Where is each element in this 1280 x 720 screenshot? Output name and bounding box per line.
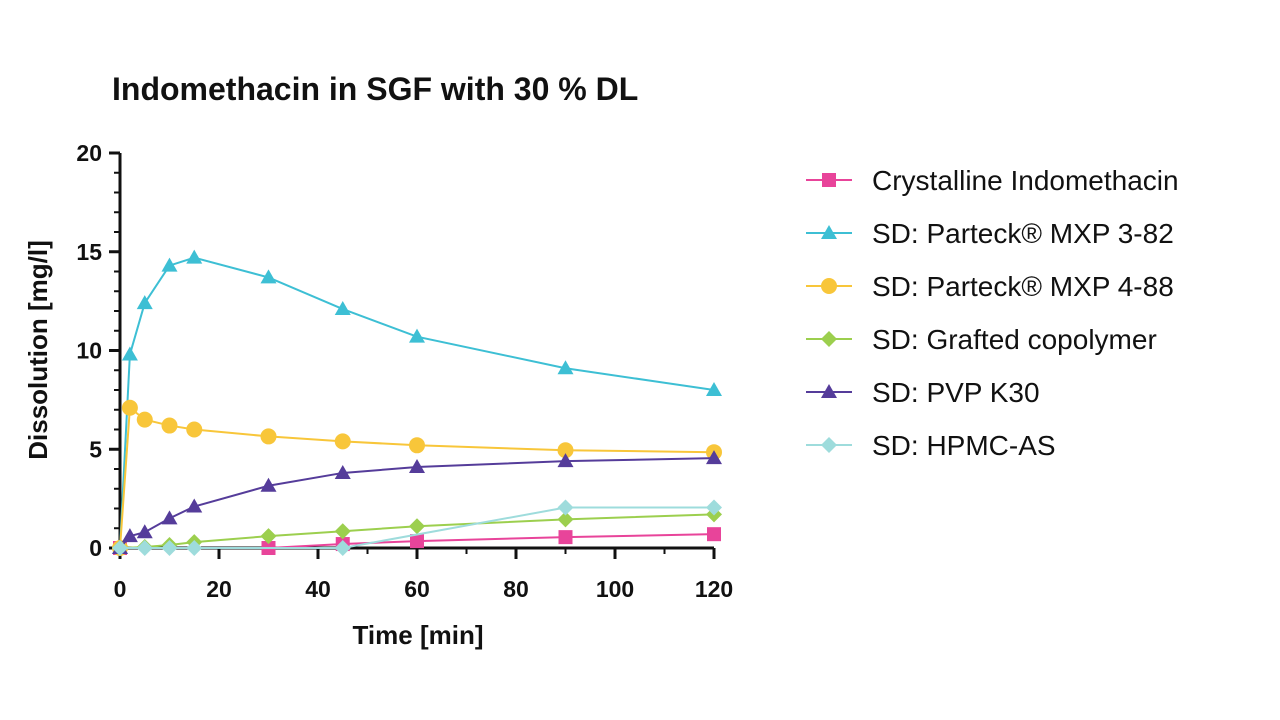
data-point <box>161 540 178 556</box>
data-point <box>707 527 721 542</box>
data-point <box>161 510 178 525</box>
x-tick-label: 20 <box>206 576 232 602</box>
x-tick-label: 120 <box>695 576 733 602</box>
x-tick-label: 60 <box>404 576 430 602</box>
y-tick-label: 10 <box>76 338 102 364</box>
data-point <box>121 399 138 416</box>
legend-marker <box>821 437 837 453</box>
plot-area: 0 5 10 15 20 0 20 40 60 80 100 120 <box>76 140 733 602</box>
series-line <box>119 256 715 549</box>
x-tick-label: 100 <box>596 576 634 602</box>
data-point <box>557 511 574 528</box>
data-point <box>161 417 178 434</box>
legend-item-4: SD: PVP K30 <box>806 377 1040 408</box>
data-point <box>409 459 425 474</box>
data-point <box>334 433 351 450</box>
legend-label: SD: HPMC-AS <box>872 430 1056 461</box>
legend-marker <box>821 331 837 347</box>
data-point <box>334 540 351 556</box>
y-axis-title: Dissolution [mg/l] <box>23 240 53 460</box>
data-point <box>557 499 574 516</box>
y-tick-label: 20 <box>76 140 102 166</box>
x-tick-label: 0 <box>114 576 127 602</box>
x-axis-title: Time [min] <box>353 620 484 650</box>
data-point <box>136 411 153 428</box>
series-line <box>119 457 715 549</box>
series-1 <box>112 249 722 554</box>
data-point <box>260 477 277 492</box>
data-point <box>136 524 153 539</box>
data-point <box>409 437 425 454</box>
data-point <box>334 301 351 316</box>
y-tick-label: 5 <box>89 436 102 462</box>
legend-label: SD: Parteck® MXP 4-88 <box>872 271 1174 302</box>
legend-item-1: SD: Parteck® MXP 3-82 <box>806 218 1174 249</box>
data-point <box>706 382 722 396</box>
x-tick-label: 40 <box>305 576 331 602</box>
legend-marker <box>822 173 836 187</box>
data-point <box>121 528 138 543</box>
legend-item-3: SD: Grafted copolymer <box>806 324 1157 355</box>
data-point <box>136 295 153 310</box>
data-point <box>186 540 203 556</box>
legend-label: SD: Grafted copolymer <box>872 324 1157 355</box>
y-tick-label: 15 <box>76 239 102 265</box>
data-point <box>121 346 138 361</box>
legend-item-5: SD: HPMC-AS <box>806 430 1056 461</box>
data-point <box>706 499 722 516</box>
legend-item-0: Crystalline Indomethacin <box>806 165 1179 196</box>
data-point <box>557 442 574 459</box>
legend-marker <box>821 278 837 294</box>
data-point <box>260 269 277 284</box>
data-point <box>557 453 574 468</box>
series-line <box>119 405 715 549</box>
data-point <box>260 428 277 445</box>
data-point <box>410 534 424 549</box>
legend-label: SD: Parteck® MXP 3-82 <box>872 218 1174 249</box>
data-point <box>186 421 203 438</box>
legend: Crystalline Indomethacin SD: Parteck® MXP… <box>806 165 1179 461</box>
legend-label: SD: PVP K30 <box>872 377 1040 408</box>
series-5 <box>112 499 722 556</box>
y-tick-label: 0 <box>89 535 102 561</box>
data-point <box>112 540 128 556</box>
data-point <box>334 464 351 479</box>
legend-item-2: SD: Parteck® MXP 4-88 <box>806 271 1174 302</box>
data-point <box>260 528 277 545</box>
data-point <box>186 249 203 264</box>
data-point <box>334 523 351 540</box>
legend-marker <box>821 225 837 239</box>
data-point <box>558 530 573 545</box>
data-point <box>161 257 178 272</box>
data-point <box>136 540 153 556</box>
data-point <box>409 328 425 343</box>
chart-title: Indomethacin in SGF with 30 % DL <box>112 71 638 107</box>
data-point <box>186 498 203 513</box>
legend-marker <box>821 384 837 398</box>
data-point <box>706 450 722 465</box>
data-point <box>557 360 574 375</box>
data-point <box>409 518 425 535</box>
legend-label: Crystalline Indomethacin <box>872 165 1179 196</box>
x-tick-label: 80 <box>503 576 529 602</box>
